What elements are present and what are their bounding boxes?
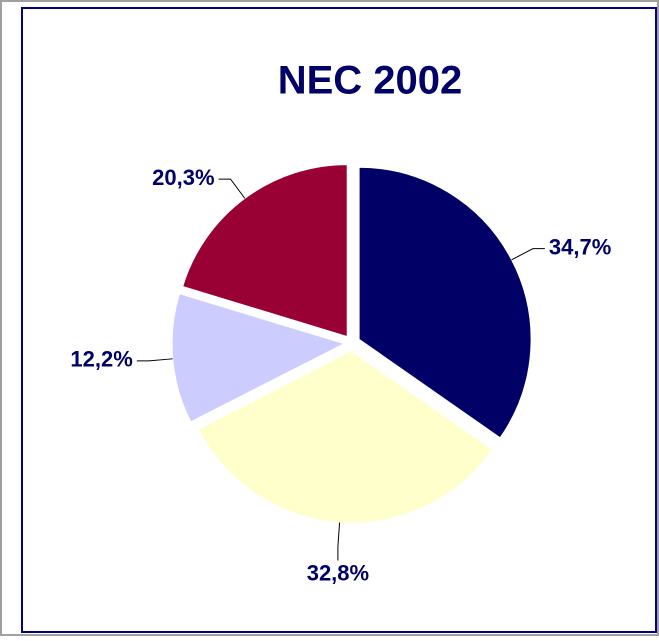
pie-slice: [182, 164, 348, 338]
chart-frame: [21, 7, 657, 633]
data-label: 34,7%: [549, 234, 611, 259]
chart-title: NEC 2002: [278, 59, 463, 103]
leader-line: [511, 248, 545, 261]
leader-line: [337, 522, 341, 561]
data-label: 12,2%: [70, 347, 132, 372]
pie-slice: [197, 350, 494, 524]
data-label: 20,3%: [152, 165, 214, 190]
leader-line: [136, 358, 173, 362]
leader-line: [218, 178, 246, 199]
data-label: 32,8%: [307, 560, 369, 585]
pie-slice: [358, 166, 532, 439]
pie-slice: [171, 293, 346, 423]
